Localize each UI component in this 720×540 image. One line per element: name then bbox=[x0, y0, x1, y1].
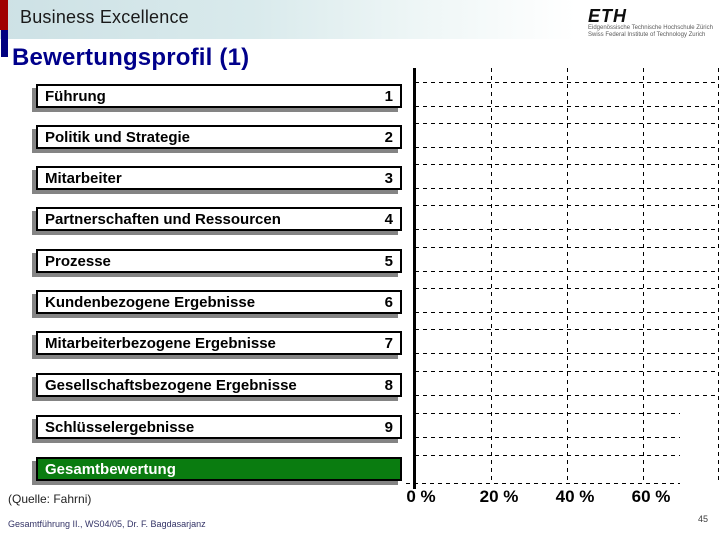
criterion-row-6: Kundenbezogene Ergebnisse 6 bbox=[36, 290, 402, 314]
dashed-gridline bbox=[415, 329, 718, 330]
criterion-number: 4 bbox=[384, 210, 393, 228]
dashed-gridline bbox=[415, 188, 718, 189]
footer-source: (Quelle: Fahrni) bbox=[8, 492, 92, 506]
footer-course: Gesamtführung II., WS04/05, Dr. F. Bagda… bbox=[8, 519, 206, 529]
dashed-gridline bbox=[643, 68, 644, 484]
dashed-gridline bbox=[415, 371, 718, 372]
dashed-gridline bbox=[415, 288, 718, 289]
axis-tick-label-40: 40 % bbox=[555, 487, 595, 506]
criterion-number: 7 bbox=[384, 334, 393, 352]
criterion-row-9: Schlüsselergebnisse 9 bbox=[36, 415, 402, 439]
eth-wordmark: ETH bbox=[588, 6, 627, 26]
axis-tick-label-60: 60 % bbox=[631, 487, 671, 506]
criterion-row-4: Partnerschaften und Ressourcen 4 bbox=[36, 207, 402, 231]
total-row: Gesamtbewertung bbox=[36, 457, 402, 481]
criterion-row-1: Führung 1 bbox=[36, 84, 402, 108]
criterion-row-3: Mitarbeiter 3 bbox=[36, 166, 402, 190]
criterion-number: 6 bbox=[384, 293, 393, 311]
criterion-number: 8 bbox=[384, 376, 393, 394]
criterion-label: Schlüsselergebnisse bbox=[45, 418, 195, 436]
eth-subline-2: Swiss Federal Institute of Technology Zu… bbox=[588, 32, 706, 38]
criterion-row-5: Prozesse 5 bbox=[36, 249, 402, 273]
criterion-label: Kundenbezogene Ergebnisse bbox=[45, 293, 256, 311]
dashed-gridline bbox=[567, 68, 568, 484]
dashed-gridline bbox=[491, 68, 492, 484]
criterion-number: 2 bbox=[384, 128, 393, 146]
dashed-gridline bbox=[415, 229, 718, 230]
criterion-row-2: Politik und Strategie 2 bbox=[36, 125, 402, 149]
criterion-number: 3 bbox=[384, 169, 393, 187]
accent-bar-blue bbox=[1, 30, 8, 57]
dashed-gridline bbox=[415, 123, 718, 124]
criterion-label: Mitarbeiter bbox=[45, 169, 122, 187]
eth-logo: ETH Eidgenössische Technische Hochschule… bbox=[588, 7, 716, 39]
dashed-gridline bbox=[415, 147, 718, 148]
axis-tick-label-20: 20 % bbox=[479, 487, 519, 506]
eth-subline-1: Eidgenössische Technische Hochschule Zür… bbox=[588, 25, 713, 31]
dashed-gridline bbox=[415, 271, 718, 272]
dashed-gridline bbox=[415, 247, 718, 248]
criterion-number: 9 bbox=[384, 418, 393, 436]
accent-bar-red bbox=[0, 0, 8, 30]
dashed-gridline bbox=[406, 483, 680, 484]
dashed-gridline bbox=[718, 68, 719, 484]
criterion-number: 5 bbox=[384, 252, 393, 270]
dashed-gridline bbox=[415, 205, 718, 206]
criterion-label: Politik und Strategie bbox=[45, 128, 191, 146]
criterion-row-7: Mitarbeiterbezogene Ergebnisse 7 bbox=[36, 331, 402, 355]
dashed-gridline bbox=[415, 164, 718, 165]
criterion-label: Führung bbox=[45, 87, 106, 105]
axis-line-0-percent bbox=[413, 68, 416, 489]
criterion-number: 1 bbox=[384, 87, 393, 105]
dashed-gridline bbox=[415, 106, 718, 107]
criterion-label: Prozesse bbox=[45, 252, 111, 270]
dashed-gridline bbox=[415, 353, 718, 354]
page-number: 45 bbox=[698, 514, 709, 524]
dashed-gridline bbox=[415, 395, 718, 396]
criterion-row-8: Gesellschaftsbezogene Ergebnisse 8 bbox=[36, 373, 402, 397]
dashed-gridline bbox=[415, 413, 680, 414]
dashed-gridline bbox=[415, 312, 718, 313]
dashed-gridline bbox=[415, 455, 680, 456]
dashed-gridline bbox=[415, 437, 680, 438]
dashed-gridline bbox=[415, 82, 718, 83]
axis-tick-label-0: 0 % bbox=[406, 487, 436, 506]
page-title: Bewertungsprofil (1) bbox=[12, 44, 250, 71]
total-row-label: Gesamtbewertung bbox=[45, 460, 176, 478]
criterion-label: Gesellschaftsbezogene Ergebnisse bbox=[45, 376, 297, 394]
header-band bbox=[0, 0, 720, 39]
header-title: Business Excellence bbox=[20, 7, 189, 27]
criterion-label: Partnerschaften und Ressourcen bbox=[45, 210, 281, 228]
criterion-label: Mitarbeiterbezogene Ergebnisse bbox=[45, 334, 276, 352]
